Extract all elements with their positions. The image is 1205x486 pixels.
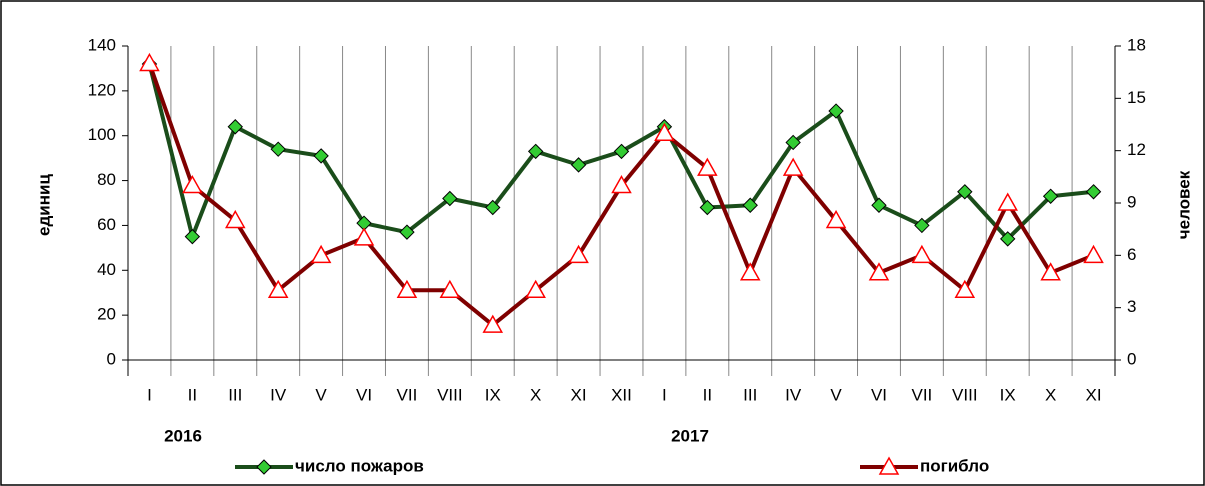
point-marker (270, 141, 286, 157)
y-tick-label: 0 (107, 349, 116, 368)
point-marker (139, 52, 160, 72)
point-marker (1000, 231, 1016, 247)
x-tick-label: VI (356, 385, 372, 404)
point-marker (482, 314, 504, 333)
point-marker (1042, 188, 1059, 204)
x-tick-label: VI (871, 385, 887, 404)
point-marker (654, 122, 675, 141)
x-tick-label: IV (270, 385, 287, 404)
point-marker (785, 134, 801, 151)
point-marker (225, 209, 246, 229)
x-tick-label: I (147, 385, 152, 404)
y2-tick-label: 12 (1127, 140, 1146, 159)
point-marker (868, 262, 890, 281)
point-marker (914, 217, 930, 234)
point-marker (1083, 244, 1104, 264)
year-label: 2016 (164, 426, 202, 445)
point-marker (911, 244, 933, 264)
y-axis-label: единиц (34, 174, 53, 236)
x-tick-label: V (830, 385, 842, 404)
point-marker (184, 228, 201, 245)
y-tick-label: 20 (97, 305, 116, 324)
point-marker (782, 157, 804, 176)
point-marker (871, 197, 887, 213)
point-marker (568, 244, 589, 264)
point-marker (954, 279, 976, 298)
point-marker (267, 279, 289, 298)
y2-tick-label: 9 (1127, 192, 1136, 211)
point-marker (699, 199, 716, 216)
point-marker (611, 175, 632, 194)
x-tick-label: V (315, 385, 327, 404)
point-marker (697, 157, 718, 176)
point-marker (828, 103, 844, 119)
y-tick-label: 120 (88, 80, 116, 99)
point-marker (825, 209, 847, 229)
point-marker (442, 190, 458, 207)
x-tick-label: IX (485, 385, 501, 404)
point-marker (570, 157, 587, 173)
legend-marker (878, 456, 900, 475)
y2-tick-label: 0 (1127, 349, 1136, 368)
point-marker (439, 279, 461, 298)
x-tick-label: VIII (952, 385, 978, 404)
year-label: 2017 (671, 426, 709, 445)
x-tick-label: IV (785, 385, 802, 404)
y-tick-label: 40 (97, 260, 116, 279)
x-tick-label: II (703, 385, 712, 404)
x-tick-label: XII (611, 385, 632, 404)
point-marker (313, 148, 329, 164)
x-tick-label: XI (571, 385, 587, 404)
y-tick-label: 80 (97, 170, 116, 189)
point-marker (182, 175, 203, 194)
point-marker (527, 143, 544, 160)
legend-label: число пожаров (295, 456, 424, 475)
point-marker (1040, 262, 1061, 281)
y2-tick-label: 15 (1127, 88, 1146, 107)
point-marker (613, 143, 630, 160)
x-tick-label: III (228, 385, 242, 404)
y-tick-label: 100 (88, 125, 116, 144)
x-tick-label: VIII (437, 385, 463, 404)
x-tick-label: XI (1086, 385, 1102, 404)
legend-label: погибло (920, 456, 989, 475)
y2-axis-label: человек (1174, 170, 1193, 239)
point-marker (957, 184, 973, 200)
point-marker (742, 197, 758, 213)
x-tick-label: IX (1000, 385, 1016, 404)
y-tick-label: 60 (97, 215, 116, 234)
y2-tick-label: 3 (1127, 297, 1136, 316)
point-marker (739, 262, 761, 281)
point-marker (525, 279, 546, 298)
point-marker (1085, 184, 1102, 200)
x-tick-label: III (743, 385, 757, 404)
x-tick-label: VII (911, 385, 932, 404)
legend-marker (256, 459, 272, 475)
y-tick-label: 140 (88, 35, 116, 54)
x-tick-label: I (662, 385, 667, 404)
point-marker (227, 119, 243, 135)
point-marker (396, 279, 418, 298)
x-tick-label: II (188, 385, 197, 404)
x-tick-label: X (1045, 385, 1056, 404)
point-marker (399, 224, 415, 240)
point-marker (353, 227, 375, 246)
y2-tick-label: 18 (1127, 35, 1146, 54)
point-marker (485, 199, 501, 216)
x-tick-label: VII (397, 385, 418, 404)
point-marker (310, 244, 332, 264)
y2-tick-label: 6 (1127, 245, 1136, 264)
x-tick-label: X (530, 385, 541, 404)
point-marker (997, 192, 1019, 211)
